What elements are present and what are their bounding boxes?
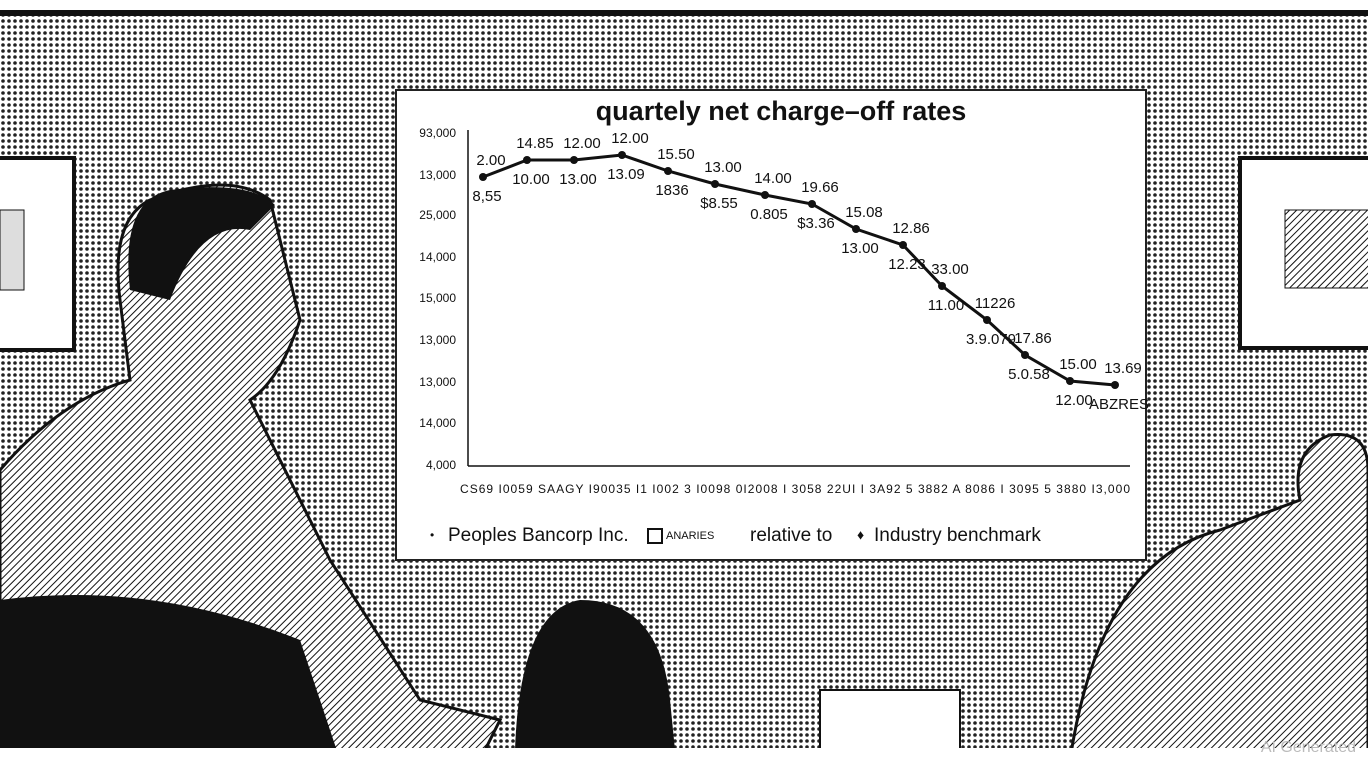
point [570,156,578,164]
point-label: 13.09 [607,166,645,183]
point-label: 12.00 [563,135,601,152]
point-label: 19.66 [801,179,839,196]
y-axis-label: 13,000 [419,375,456,389]
point-label: $8.55 [700,195,738,212]
point [1021,351,1029,359]
desk-item [819,689,961,751]
point [664,167,672,175]
floor [0,748,1368,768]
person-right [1068,432,1368,762]
point [1066,377,1074,385]
point-label: 5.0.58 [1008,366,1050,383]
hair [128,187,275,300]
point-label: 13.00 [559,171,597,188]
point-label: 12.23 [888,256,926,273]
y-axis-label: 25,000 [419,208,456,222]
point-label: 12.00 [1055,392,1093,409]
point [761,191,769,199]
point-label: 2.00 [476,152,505,169]
point-label: 1836 [655,182,688,199]
legend: • Peoples Bancorp Inc. ANARIES relative … [430,525,1041,546]
point-label: 13.69 [1104,360,1142,377]
y-axis-label: 14,000 [419,416,456,430]
point-label: 14.85 [516,135,554,152]
point-label: 11226 [975,295,1016,312]
point [523,156,531,164]
point [938,282,946,290]
point [899,241,907,249]
y-axis-label: 13,000 [419,333,456,347]
watermark: AI Generated [1261,739,1356,756]
point [711,180,719,188]
point [1111,381,1119,389]
point-label: 0.805 [750,206,788,223]
point-label: $3.36 [797,215,835,232]
ceiling-line [0,10,1368,16]
point-label: 11.00 [928,297,964,314]
legend-entry: Industry benchmark [874,525,1041,546]
point [618,151,626,159]
plot: 93,000 13,000 25,000 14,000 15,000 13,000 13,0… [419,126,1149,472]
point-label: 12.86 [892,220,930,237]
picture [0,209,25,291]
point-label: 8,55 [472,188,501,205]
point-label: 10.00 [512,171,550,188]
y-axis-label: 4,000 [426,458,456,472]
point-label: 14.00 [754,170,792,187]
point-label: 17.86 [1014,330,1052,347]
chart-title: quartely net charge–off rates [596,96,967,126]
chair [0,595,340,760]
point-label: 15.50 [657,146,695,163]
legend-marker [647,528,663,544]
legend-marker: ♦ [857,527,864,543]
point-label: 3.9.079 [966,331,1016,348]
x-axis-labels: CS69 I0059 SAAGY I90035 I1 I002 3 I0098 … [460,482,1130,496]
point-label: 13.00 [841,240,879,257]
point [808,200,816,208]
point [983,316,991,324]
point-label: ABZRES [1089,396,1149,413]
point-label: 13.00 [704,159,742,176]
point-label: 15.00 [1059,356,1097,373]
point-label: 12.00 [611,130,649,147]
chair [515,600,675,750]
picture [1284,209,1368,289]
legend-marker: • [430,528,434,542]
whiteboard [395,89,1147,561]
legend-entry: relative to [750,525,832,546]
y-axis-label: 15,000 [419,291,456,305]
y-axis-label: 14,000 [419,250,456,264]
y-axis-label: 93,000 [419,126,456,140]
legend-entry: ANARIES [666,530,714,542]
point-label: 33.00 [931,261,969,278]
point [479,173,487,181]
point-label: 15.08 [845,204,883,221]
y-axis-label: 13,000 [419,168,456,182]
point [852,225,860,233]
legend-entry: Peoples Bancorp Inc. [448,525,629,546]
